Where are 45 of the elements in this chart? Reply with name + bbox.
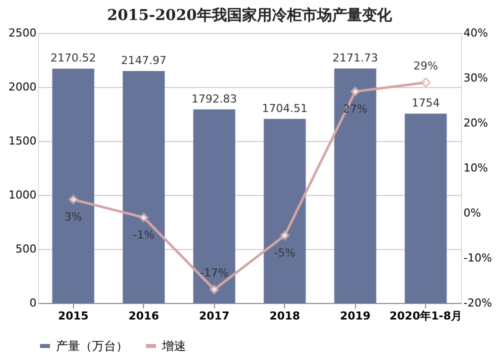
bar	[52, 68, 94, 303]
data-label: 29%	[414, 60, 438, 72]
point	[209, 284, 220, 294]
y-tick-label: 1500	[8, 134, 36, 148]
data-label: 1704.51	[262, 102, 308, 115]
y-tick-label: 2000	[8, 80, 36, 94]
y-tick-label: 1000	[8, 188, 36, 202]
x-tick-label: 2016	[128, 310, 160, 322]
x-tick-label: 2019	[340, 310, 371, 322]
bar	[122, 71, 165, 303]
bar	[264, 118, 306, 303]
data-label: 2147.97	[121, 54, 166, 68]
y2-tick-label: -20%	[464, 296, 492, 310]
point	[350, 86, 360, 96]
y2-tick-label: 20%	[464, 116, 488, 130]
point	[138, 212, 149, 222]
chart-title: 2015-2020年我国家用冷柜市场产量变化	[107, 6, 393, 24]
bar	[193, 109, 236, 303]
data-label: 1792.83	[192, 92, 237, 106]
point	[68, 194, 78, 204]
x-tick-label: 2017	[198, 310, 230, 322]
point	[280, 230, 290, 240]
data-label: 2171.73	[332, 51, 378, 64]
data-label: 2170.52	[50, 52, 96, 65]
y2-tick-label: -10%	[464, 252, 492, 264]
data-label: -17%	[200, 266, 228, 280]
data-label: -1%	[133, 228, 154, 242]
x-tick-label: 2018	[269, 310, 300, 322]
x-tick-label: 2015	[58, 310, 89, 322]
y-tick-label: 0	[30, 296, 36, 310]
y-tick-label: 500	[16, 242, 36, 256]
y2-tick-label: 30%	[464, 72, 488, 84]
data-label: -5%	[274, 246, 296, 260]
bar	[334, 68, 376, 303]
legend-label: 产量（万台）	[56, 339, 128, 353]
point	[420, 78, 431, 88]
y2-tick-label: 0%	[464, 206, 481, 220]
bar	[404, 114, 447, 303]
y2-tick-label: 40%	[464, 26, 488, 40]
data-label: 1754	[412, 96, 440, 110]
data-label: 3%	[64, 210, 82, 224]
legend-label: 增速	[161, 339, 186, 353]
y2-tick-label: 10%	[464, 162, 488, 174]
x-tick-label: 2020年1-8月	[390, 310, 462, 322]
y-tick-label: 2500	[8, 26, 36, 40]
